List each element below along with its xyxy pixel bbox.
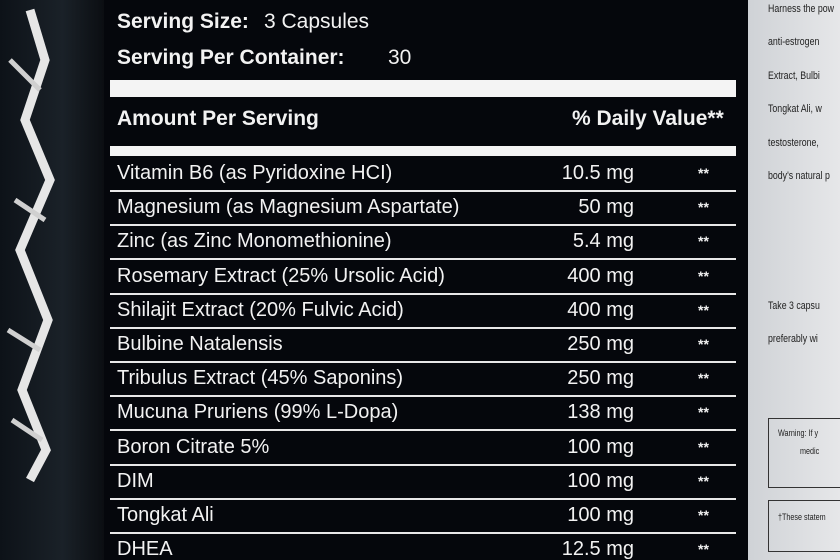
nutrient-amount: 50 mg bbox=[578, 196, 634, 219]
nutrient-name: Tribulus Extract (45% Saponins) bbox=[117, 367, 404, 390]
nutrient-name: DIM bbox=[117, 469, 154, 492]
graffiti-art bbox=[6, 8, 55, 483]
daily-value: ** bbox=[698, 404, 709, 421]
nutrient-name: Mucuna Pruriens (99% L-Dopa) bbox=[117, 401, 399, 424]
row-rule bbox=[110, 326, 736, 329]
side-line: testosterone, bbox=[768, 137, 819, 149]
nutrient-name: Magnesium (as Magnesium Aspartate) bbox=[117, 196, 460, 219]
row-rule bbox=[110, 224, 736, 227]
nutrient-amount: 250 mg bbox=[567, 333, 634, 355]
daily-value: ** bbox=[698, 507, 709, 523]
row-rule bbox=[110, 361, 736, 363]
serving-size-value: 3 Capsules bbox=[264, 10, 370, 33]
nutrient-name: Boron Citrate 5% bbox=[117, 435, 270, 458]
nutrient-name: Zinc (as Zinc Monomethionine) bbox=[117, 230, 392, 253]
nutrient-amount: 138 mg bbox=[567, 401, 634, 424]
nutrient-name: Bulbine Natalensis bbox=[117, 333, 283, 355]
warning-line: medic bbox=[800, 446, 820, 456]
daily-value: ** bbox=[698, 336, 709, 352]
daily-value: ** bbox=[698, 267, 709, 284]
daily-value: ** bbox=[698, 472, 709, 489]
nutrient-name: Shilajit Extract (20% Fulvic Acid) bbox=[117, 298, 404, 321]
medium-rule bbox=[110, 146, 736, 156]
nutrient-amount: 10.5 mg bbox=[561, 162, 634, 184]
row-rule bbox=[110, 395, 736, 398]
warning-box bbox=[768, 418, 840, 488]
row-rule bbox=[110, 429, 736, 432]
row-rule bbox=[110, 258, 736, 261]
warning-line: Warning: If y bbox=[778, 428, 819, 438]
row-rule bbox=[110, 497, 736, 500]
daily-value: ** bbox=[698, 165, 709, 181]
footnote-box bbox=[768, 500, 840, 552]
servings-label: Serving Per Container: bbox=[117, 46, 345, 69]
nutrient-amount: 400 mg bbox=[567, 264, 634, 287]
daily-value: ** bbox=[698, 438, 709, 455]
nutrient-name: Vitamin B6 (as Pyridoxine HCI) bbox=[117, 162, 393, 184]
side-line: Harness the pow bbox=[768, 3, 835, 15]
nutrient-amount: 100 mg bbox=[567, 435, 634, 458]
daily-value: ** bbox=[698, 301, 709, 318]
thick-rule bbox=[110, 80, 736, 97]
side-line: anti-estrogen bbox=[768, 36, 820, 48]
side-line: Tongkat Ali, w bbox=[768, 103, 822, 115]
nutrient-name: Tongkat Ali bbox=[117, 504, 214, 526]
daily-value-header: % Daily Value** bbox=[572, 107, 724, 130]
footnote: †These statem bbox=[778, 512, 826, 522]
row-rule bbox=[110, 532, 736, 534]
nutrient-amount: 250 mg bbox=[567, 367, 634, 390]
nutrient-name: Rosemary Extract (25% Ursolic Acid) bbox=[117, 264, 445, 287]
row-rule bbox=[110, 190, 736, 192]
daily-value: ** bbox=[698, 199, 709, 216]
daily-value: ** bbox=[698, 233, 709, 250]
bottle-side-art bbox=[0, 0, 104, 560]
serving-size-label: Serving Size: bbox=[117, 10, 249, 33]
nutrient-amount: 100 mg bbox=[567, 504, 634, 526]
amount-header: Amount Per Serving bbox=[117, 107, 319, 130]
daily-value: ** bbox=[698, 370, 709, 387]
nutrient-name: DHEA bbox=[117, 538, 173, 560]
side-panel bbox=[748, 0, 840, 560]
nutrient-amount: 12.5 mg bbox=[561, 538, 634, 560]
side-line: Take 3 capsu bbox=[768, 300, 820, 312]
row-rule bbox=[110, 463, 736, 466]
daily-value: ** bbox=[698, 541, 709, 558]
nutrient-amount: 400 mg bbox=[567, 298, 634, 321]
nutrient-amount: 100 mg bbox=[567, 469, 634, 492]
side-line: preferably wi bbox=[768, 333, 818, 345]
servings-value: 30 bbox=[388, 46, 412, 69]
side-line: Extract, Bulbi bbox=[768, 70, 820, 82]
nutrient-amount: 5.4 mg bbox=[572, 230, 634, 253]
side-line: body's natural p bbox=[768, 170, 830, 182]
row-rule bbox=[110, 292, 736, 295]
